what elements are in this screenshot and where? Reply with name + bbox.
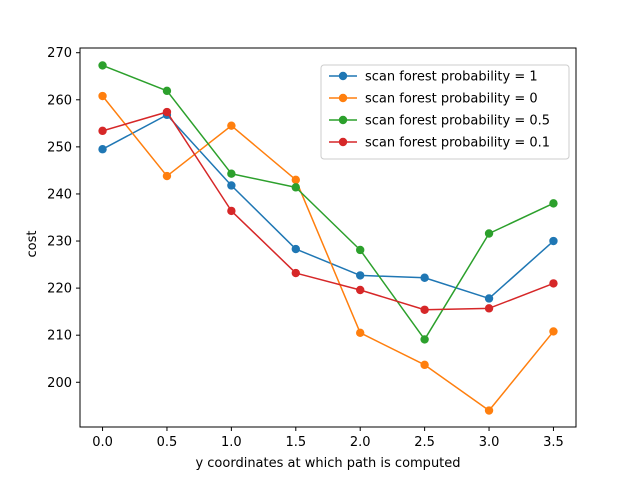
data-point [549, 236, 558, 246]
series-1 [98, 110, 558, 303]
data-point [98, 91, 107, 101]
y-axis-label: cost [25, 231, 40, 258]
data-point [549, 327, 558, 336]
x-tick-label: 3.0 [479, 435, 500, 450]
axes-border [79, 47, 577, 428]
y-tick-label: 230 [47, 235, 72, 250]
data-point [484, 294, 494, 303]
series-line [102, 64, 554, 341]
series-line [101, 95, 555, 412]
data-point [227, 121, 236, 130]
legend-marker [338, 115, 348, 125]
data-point [356, 285, 365, 295]
data-point [356, 271, 365, 280]
y-tick-label: 270 [47, 46, 72, 61]
data-point [420, 305, 429, 314]
y-tick-label: 250 [47, 140, 72, 155]
data-point [420, 273, 429, 282]
data-point [549, 279, 558, 288]
x-tick-label: 0.0 [92, 435, 113, 450]
series-3 [98, 61, 558, 344]
data-point [356, 245, 365, 255]
data-point [162, 86, 172, 96]
legend-label: scan forest probability = 1 [365, 70, 538, 85]
legend-label: scan forest probability = 0.1 [365, 136, 550, 151]
axes-frame [79, 47, 577, 428]
y-tick-label: 220 [47, 282, 72, 297]
x-tick-label: 1.5 [285, 435, 306, 450]
data-point [98, 126, 107, 136]
x-tick-label: 3.5 [543, 435, 564, 450]
x-tick-label: 0.5 [157, 435, 178, 450]
data-point [420, 360, 429, 370]
y-tick-label: 210 [47, 329, 72, 344]
legend-entry: scan forest probability = 0 [329, 92, 538, 107]
data-point [98, 145, 107, 154]
legend-marker [338, 137, 348, 147]
legend-entry: scan forest probability = 0.1 [329, 136, 550, 151]
data-point [227, 169, 236, 178]
x-tick-label: 2.5 [414, 435, 435, 450]
x-axis-label: y coordinates at which path is computed [195, 456, 460, 471]
series-layer [98, 61, 558, 415]
data-point [356, 328, 365, 338]
data-point [484, 406, 494, 415]
legend: scan forest probability = 1 scan forest p… [320, 64, 570, 160]
legend-label: scan forest probability = 0 [365, 92, 538, 107]
data-point [291, 183, 300, 192]
data-point [291, 268, 300, 278]
legend-entry: scan forest probability = 1 [329, 70, 538, 85]
legend-label: scan forest probability = 0.5 [365, 114, 550, 129]
y-tick-label: 260 [47, 93, 72, 108]
data-point [549, 199, 558, 208]
data-point [484, 229, 494, 238]
data-point [420, 335, 429, 344]
legend-entry: scan forest probability = 0.5 [329, 114, 550, 129]
x-axis-ticks: 0.0 0.5 1.0 1.5 2.0 2.5 3.0 3.5 [92, 427, 564, 450]
series-2 [98, 91, 558, 415]
legend-marker [338, 71, 348, 81]
data-point [291, 244, 300, 254]
data-point [162, 171, 172, 181]
data-point [162, 107, 172, 117]
y-tick-label: 240 [47, 187, 72, 202]
series-line [102, 111, 554, 311]
series-line [102, 114, 554, 300]
legend-marker [338, 93, 348, 103]
data-point [227, 206, 236, 216]
y-tick-label: 200 [47, 376, 72, 391]
y-axis-ticks: 200 210 220 230 240 250 260 270 [47, 46, 80, 391]
data-point [98, 61, 107, 70]
data-point [484, 304, 494, 313]
legend-box [320, 64, 570, 160]
series-4 [98, 107, 558, 314]
x-tick-label: 2.0 [350, 435, 371, 450]
x-tick-label: 1.0 [221, 435, 242, 450]
data-point [291, 175, 300, 185]
data-point [227, 181, 236, 190]
